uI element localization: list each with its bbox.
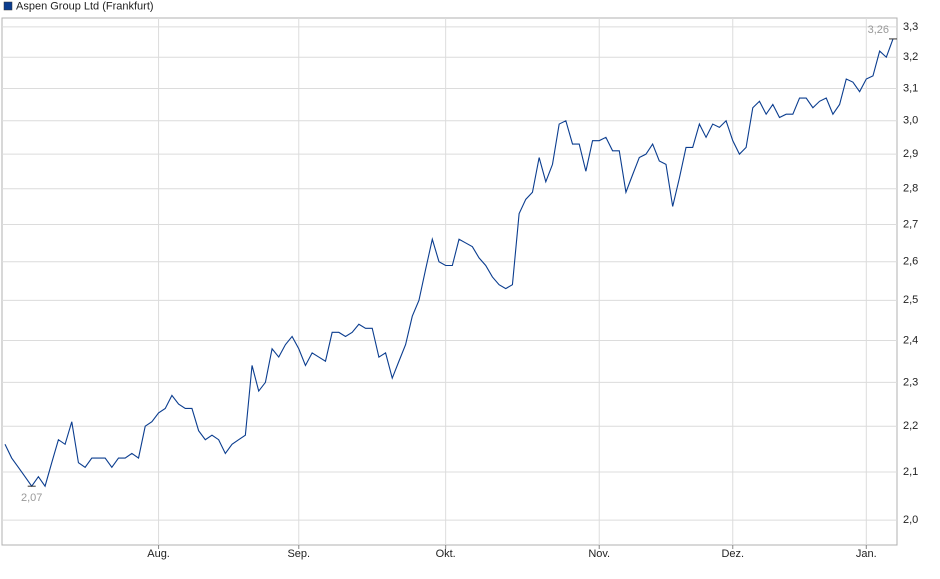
y-tick-label: 2,5	[903, 294, 918, 306]
x-tick-label: Jan.	[856, 548, 877, 560]
x-tick-label: Dez.	[721, 548, 744, 560]
plot-frame	[1, 17, 898, 546]
value-label: 2,07	[21, 492, 42, 504]
y-tick-label: 2,9	[903, 148, 918, 160]
price-line	[4, 38, 894, 488]
value-label: 3,26	[868, 24, 889, 36]
y-tick-label: 3,0	[903, 115, 918, 127]
x-tick-label: Nov.	[588, 548, 610, 560]
legend-swatch	[3, 1, 13, 11]
y-tick-label: 2,0	[903, 514, 918, 526]
y-tick-label: 2,2	[903, 420, 918, 432]
legend-label: Aspen Group Ltd (Frankfurt)	[16, 0, 154, 12]
x-tick-label: Sep.	[287, 548, 310, 560]
y-tick-label: 2,6	[903, 256, 918, 268]
y-tick-label: 3,1	[903, 82, 918, 94]
y-tick-label: 2,1	[903, 466, 918, 478]
y-tick-label: 2,7	[903, 218, 918, 230]
y-tick-label: 3,2	[903, 51, 918, 63]
y-tick-label: 2,4	[903, 334, 918, 346]
y-tick-label: 2,3	[903, 376, 918, 388]
y-tick-label: 3,3	[903, 21, 918, 33]
y-tick-label: 2,8	[903, 183, 918, 195]
x-tick-label: Aug.	[147, 548, 170, 560]
x-tick-label: Okt.	[436, 548, 456, 560]
